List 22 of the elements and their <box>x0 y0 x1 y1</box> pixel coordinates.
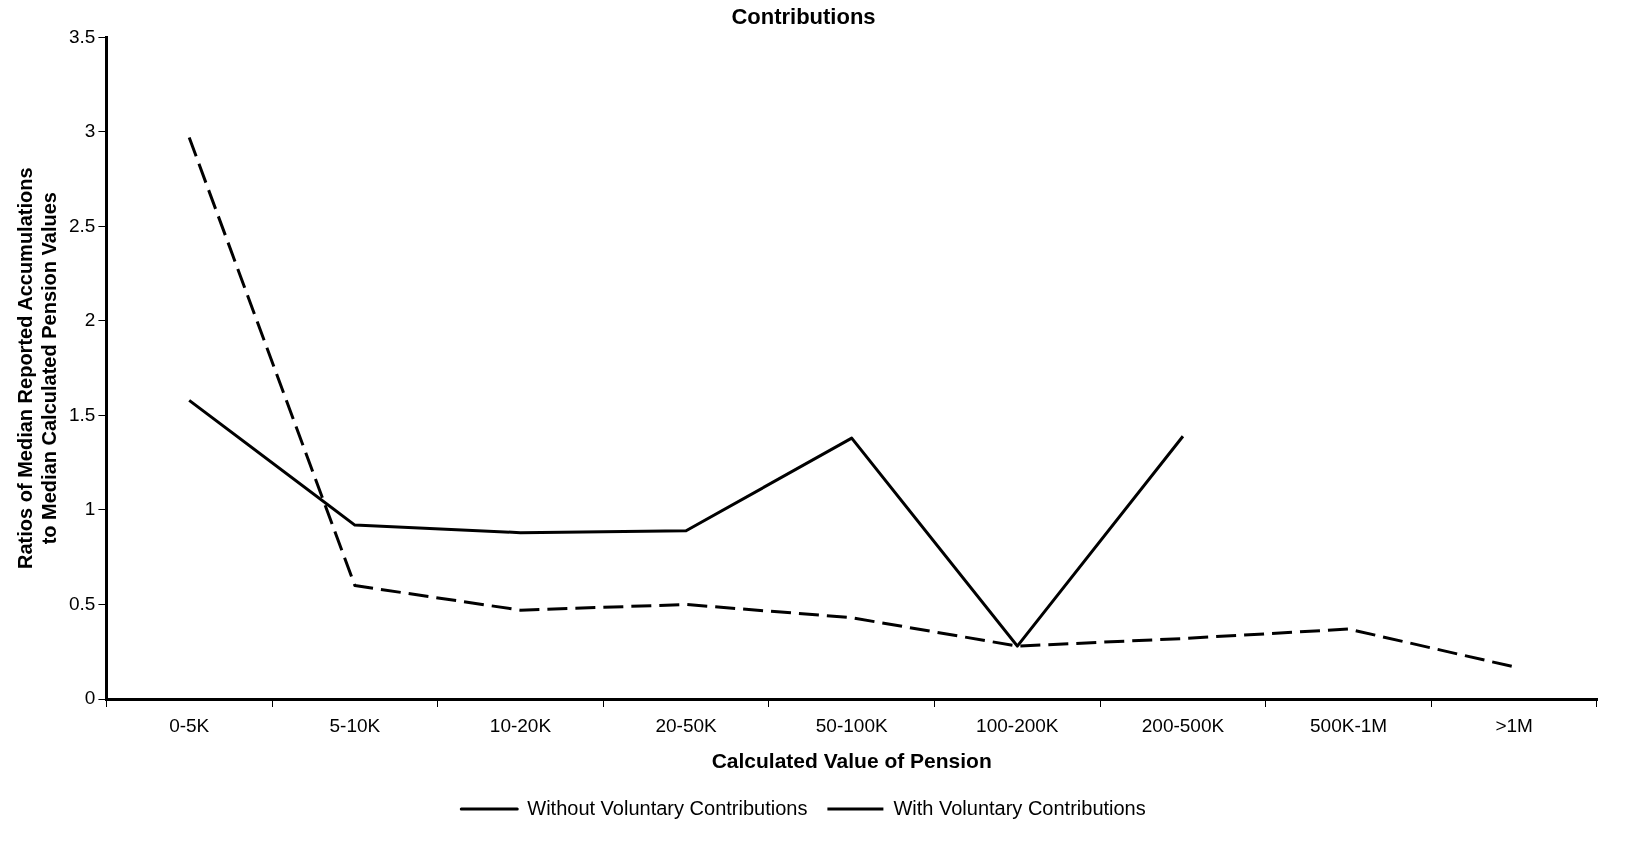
legend-label: Without Voluntary Contributions <box>527 796 808 819</box>
y-tick-label: 3 <box>84 120 96 142</box>
x-axis-title: Calculated Value of Pension <box>711 749 992 773</box>
y-tick-label: 1 <box>84 498 96 520</box>
y-tick-label: 0 <box>84 687 96 709</box>
x-tick-label: 0-5K <box>169 714 210 736</box>
y-tick-label: 1.5 <box>68 403 96 425</box>
x-tick-label: >1M <box>1495 714 1533 736</box>
x-tick-label: 500K-1M <box>1310 714 1388 736</box>
x-tick-label: 50-100K <box>815 714 888 736</box>
x-tick-label: 10-20K <box>489 714 552 736</box>
x-tick-label: 20-50K <box>655 714 718 736</box>
x-tick-label: 200-500K <box>1141 714 1225 736</box>
y-tick-label: 0.5 <box>68 592 96 614</box>
legend-label: With Voluntary Contributions <box>893 796 1146 819</box>
x-tick-label: 5-10K <box>329 714 381 736</box>
y-tick-label: 2.5 <box>68 214 96 236</box>
y-tick-label: 2 <box>84 309 96 331</box>
y-axis-title: Ratios of Median Reported Accumulations to Median Calculated Pension Values <box>13 167 60 569</box>
y-tick-label: 3.5 <box>68 25 96 47</box>
chart-title: Contributions <box>731 4 876 30</box>
x-tick-label: 100-200K <box>976 714 1059 736</box>
